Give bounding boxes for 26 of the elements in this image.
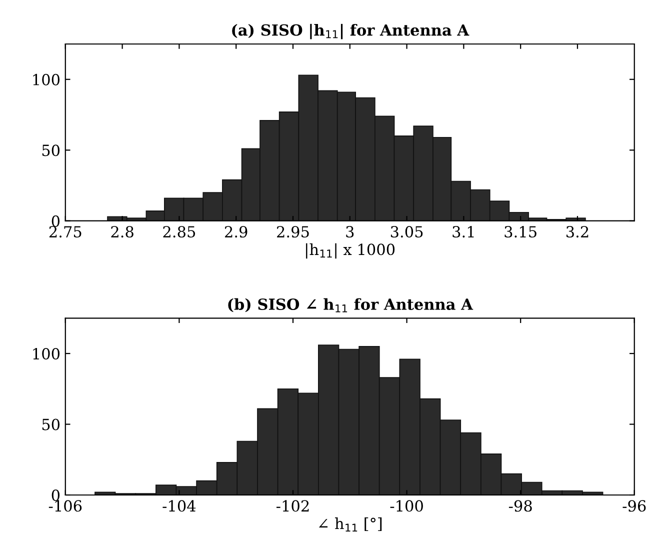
x-tick-label: 2.9 — [224, 226, 248, 238]
x-tick-label: -106 — [48, 500, 82, 512]
x-tick-label: -98 — [508, 500, 532, 512]
x-tick-label: 2.75 — [49, 226, 82, 238]
y-tick-label: 50 — [42, 144, 60, 156]
x-tick-label: -100 — [390, 500, 423, 512]
y-tick-label: 0 — [52, 489, 60, 502]
x-tick-label: 2.85 — [163, 226, 196, 238]
chart-title: (a) SISO |h$_{11}$| for Antenna A — [232, 24, 470, 40]
x-tick-label: 2.95 — [277, 226, 309, 238]
x-tick-label: -102 — [276, 500, 309, 512]
x-tick-label: 2.8 — [111, 226, 134, 238]
x-axis-title: |h$_{11}$| x 1000 — [306, 243, 395, 259]
x-tick-label: 3.1 — [452, 226, 474, 238]
x-tick-label: -104 — [162, 500, 196, 512]
x-axis-title: ∠ h$_{11}$ [°] — [318, 517, 382, 532]
x-tick-label: 3.2 — [566, 226, 588, 238]
x-tick-label: -96 — [622, 500, 646, 512]
y-tick-label: 0 — [52, 215, 60, 227]
y-tick-label: 100 — [33, 348, 60, 360]
y-tick-label: 50 — [42, 418, 60, 430]
chart-title: (b) SISO ∠ h$_{11}$ for Antenna A — [228, 298, 474, 312]
x-tick-label: 3 — [346, 226, 354, 238]
x-tick-label: 3.05 — [390, 226, 423, 238]
y-tick-label: 100 — [33, 74, 60, 86]
x-tick-label: 3.15 — [504, 226, 536, 238]
